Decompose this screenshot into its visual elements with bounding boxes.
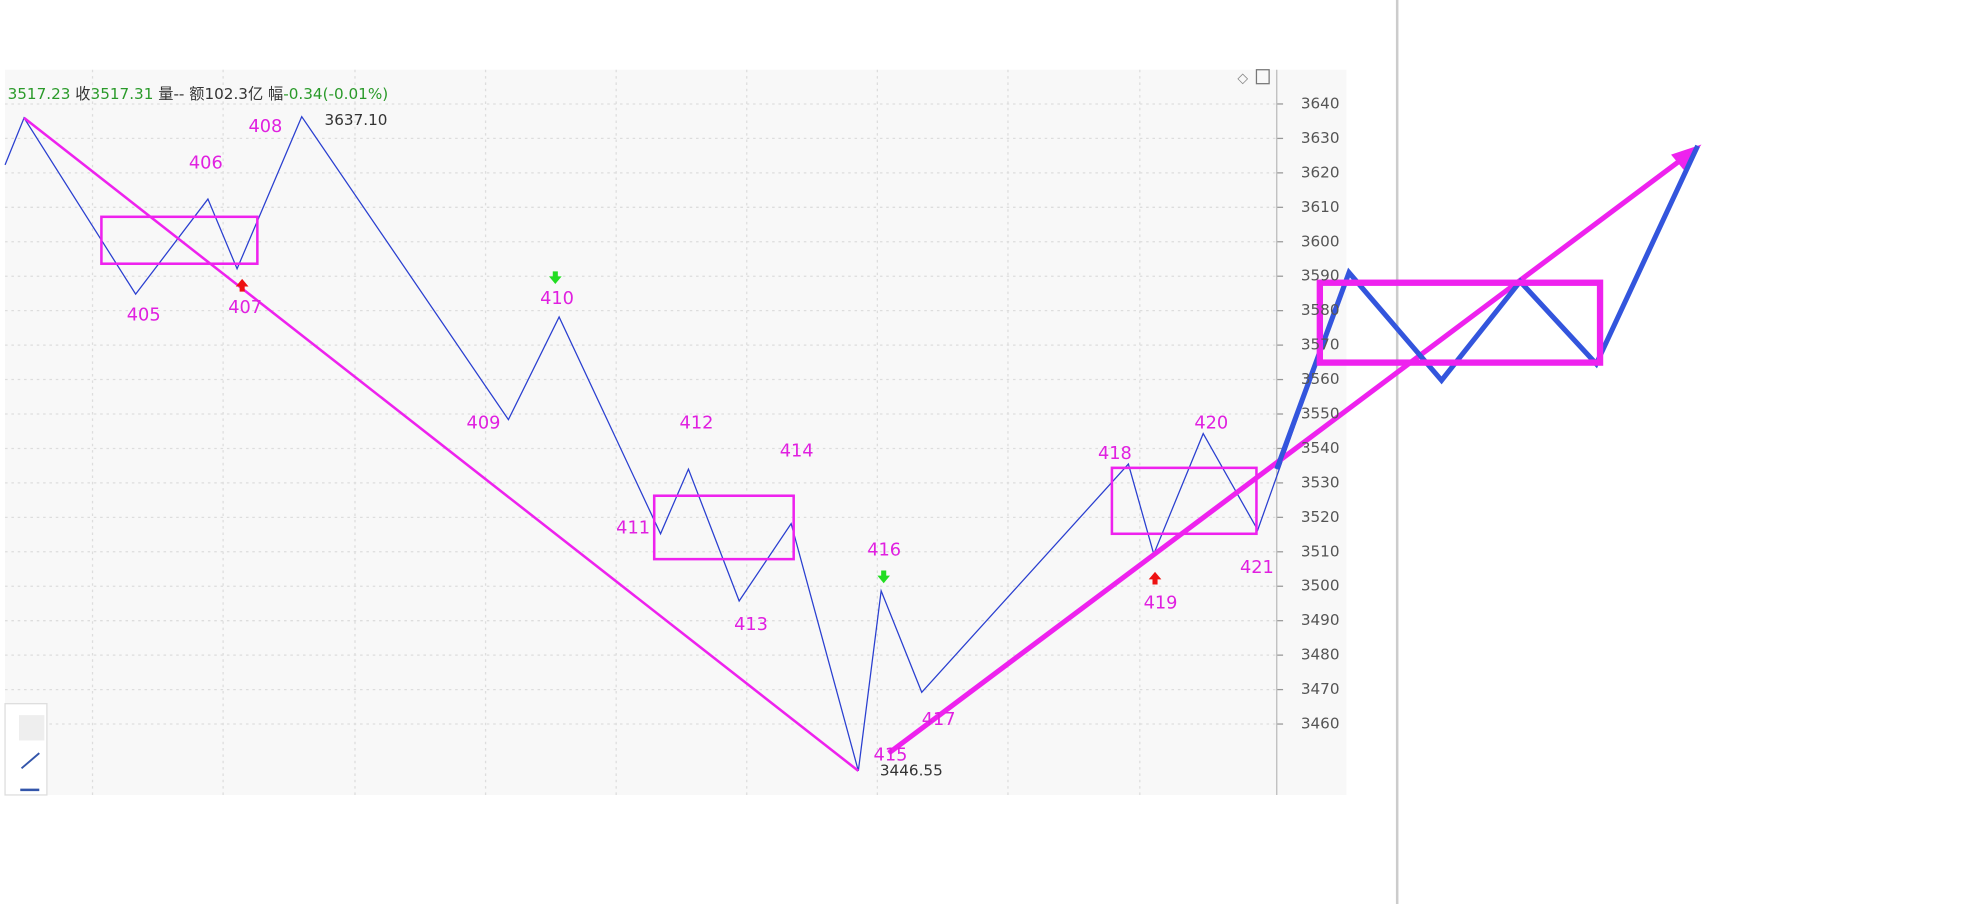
price-tick-label: 3560 [1301, 370, 1340, 388]
price-tick-label: 3540 [1301, 439, 1340, 457]
price-tick-label: 3460 [1301, 715, 1340, 733]
volume: 量-- 额102.3亿 [158, 84, 263, 102]
price-tick-label: 3600 [1301, 232, 1340, 250]
tool-icon[interactable]: ◇ [1237, 71, 1248, 87]
tool-icon[interactable] [1255, 69, 1270, 85]
price-tick-label: 3580 [1301, 301, 1340, 319]
down-signal [877, 570, 891, 584]
trend-line [887, 150, 1693, 756]
close-value: 3517.31 [91, 84, 154, 102]
price-tick-label: 3500 [1301, 577, 1340, 595]
wave-label: 406 [189, 154, 223, 174]
price-tick-label: 3590 [1301, 267, 1340, 285]
up-signal [235, 278, 249, 292]
line-tool[interactable] [20, 752, 40, 770]
tool-panel [4, 703, 48, 796]
trend-line [23, 116, 860, 772]
price-tick-label: 3470 [1301, 680, 1340, 698]
price-tick-label: 3610 [1301, 198, 1340, 216]
annotations [4, 115, 1702, 772]
wave-label: 409 [467, 413, 501, 433]
range-box [100, 215, 259, 265]
wave-label: 405 [127, 306, 161, 326]
close-button[interactable] [18, 715, 45, 741]
wave-label: 407 [228, 298, 262, 318]
wave-label: 415 [874, 746, 908, 766]
range-box [1110, 466, 1258, 536]
down-signal [548, 271, 562, 285]
wave-label: 419 [1144, 594, 1178, 614]
price-tick-label: 3630 [1301, 129, 1340, 147]
open-value: 3517.23 [8, 84, 71, 102]
up-signal [1148, 571, 1162, 585]
range-box [1316, 279, 1604, 366]
price-tick-label: 3530 [1301, 473, 1340, 491]
zigzag-line [4, 115, 1350, 772]
high-price: 3637.10 [325, 111, 388, 129]
wave-label: 418 [1098, 444, 1132, 464]
chart-panel [5, 69, 1347, 795]
projection-line [1274, 144, 1700, 470]
close-label: 收 [75, 84, 90, 102]
price-tick-label: 3550 [1301, 405, 1340, 423]
wave-label: 414 [780, 441, 814, 461]
price-tick-label: 3520 [1301, 508, 1340, 526]
price-tick-label: 3640 [1301, 94, 1340, 112]
change-label: 幅 [268, 84, 283, 102]
price-tick-label: 3620 [1301, 163, 1340, 181]
wave-label: 421 [1240, 558, 1274, 578]
wave-label: 420 [1194, 413, 1228, 433]
price-tick-label: 3570 [1301, 336, 1340, 354]
wave-label: 411 [616, 519, 650, 539]
price-tick-label: 3480 [1301, 646, 1340, 664]
range-box [652, 494, 795, 561]
change-value: -0.34(-0.01%) [283, 84, 388, 102]
wave-label: 412 [680, 413, 714, 433]
wave-label: 417 [922, 710, 956, 730]
wave-label: 416 [867, 540, 901, 560]
wave-label: 408 [248, 117, 282, 137]
low-price: 3446.55 [880, 761, 943, 779]
header-info: 3517.23 收3517.31 量-- 额102.3亿 幅-0.34(-0.0… [8, 84, 389, 102]
wave-label: 410 [540, 289, 574, 309]
price-tick-label: 3490 [1301, 611, 1340, 629]
wave-label: 413 [734, 615, 768, 635]
price-tick-label: 3510 [1301, 542, 1340, 560]
grid [5, 69, 1284, 795]
